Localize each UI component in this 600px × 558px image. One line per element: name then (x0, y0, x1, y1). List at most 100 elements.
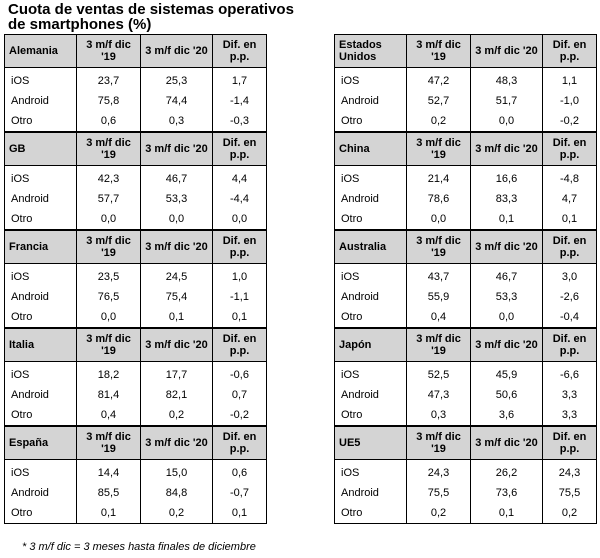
table-row: Otro 0,0 0,1 0,1 (334, 209, 597, 230)
table-row: iOS 23,7 25,3 1,7 (4, 67, 267, 91)
row-label: Android (4, 385, 77, 405)
row-label: Otro (334, 111, 407, 132)
value-cell: -0,7 (212, 483, 267, 503)
value-cell: 0,1 (212, 503, 267, 524)
column-header-col1: 3 m/f dic '19 (76, 34, 141, 68)
country-table-australia: Australia 3 m/f dic '19 3 m/f dic '20 Dif. … (334, 230, 597, 328)
value-cell: 82,1 (140, 385, 213, 405)
header-row: Italia 3 m/f dic '19 3 m/f dic '20 Dif. en … (4, 328, 267, 362)
value-cell: 0,0 (470, 111, 543, 132)
row-label: Otro (4, 111, 77, 132)
value-cell: -4,4 (212, 189, 267, 209)
value-cell: -2,6 (542, 287, 597, 307)
value-cell: 23,5 (76, 263, 141, 287)
country-name: Japón (334, 328, 407, 362)
value-cell: 73,6 (470, 483, 543, 503)
country-name: China (334, 132, 407, 166)
value-cell: 1,7 (212, 67, 267, 91)
row-label: Otro (4, 209, 77, 230)
value-cell: -0,4 (542, 307, 597, 328)
value-cell: 15,0 (140, 459, 213, 483)
row-label: Otro (334, 307, 407, 328)
column-header-col3: Dif. en p.p. (542, 34, 597, 68)
value-cell: 26,2 (470, 459, 543, 483)
value-cell: 75,4 (140, 287, 213, 307)
value-cell: 0,2 (542, 503, 597, 524)
row-label: iOS (4, 361, 77, 385)
value-cell: 75,5 (542, 483, 597, 503)
value-cell: 0,0 (76, 307, 141, 328)
value-cell: 18,2 (76, 361, 141, 385)
table-row: Otro 0,0 0,1 0,1 (4, 307, 267, 328)
table-row: Otro 0,1 0,2 0,1 (4, 503, 267, 524)
column-header-col1: 3 m/f dic '19 (406, 230, 471, 264)
header-row: Japón 3 m/f dic '19 3 m/f dic '20 Dif. en p… (334, 328, 597, 362)
country-table-china: China 3 m/f dic '19 3 m/f dic '20 Dif. en p… (334, 132, 597, 230)
table-row: Otro 0,4 0,0 -0,4 (334, 307, 597, 328)
country-table-ue5: UE5 3 m/f dic '19 3 m/f dic '20 Dif. en p.p… (334, 426, 597, 524)
table-row: Otro 0,4 0,2 -0,2 (4, 405, 267, 426)
left-column: Alemania 3 m/f dic '19 3 m/f dic '20 Dif. e… (4, 34, 267, 524)
row-label: iOS (334, 361, 407, 385)
column-header-col1: 3 m/f dic '19 (76, 328, 141, 362)
column-header-col3: Dif. en p.p. (542, 132, 597, 166)
value-cell: 0,2 (140, 503, 213, 524)
column-header-col2: 3 m/f dic '20 (140, 328, 213, 362)
country-name: España (4, 426, 77, 460)
value-cell: 43,7 (406, 263, 471, 287)
page-title: Cuota de ventas de sistemas operativos d… (8, 1, 294, 33)
row-label: Android (334, 287, 407, 307)
value-cell: 50,6 (470, 385, 543, 405)
row-label: iOS (334, 459, 407, 483)
country-name: Italia (4, 328, 77, 362)
value-cell: 3,3 (542, 385, 597, 405)
row-label: Android (334, 189, 407, 209)
row-label: Android (334, 483, 407, 503)
row-label: Otro (334, 209, 407, 230)
value-cell: 1,0 (212, 263, 267, 287)
value-cell: 75,5 (406, 483, 471, 503)
value-cell: 52,5 (406, 361, 471, 385)
country-table-estados-unidos: Estados Unidos 3 m/f dic '19 3 m/f dic '20… (334, 34, 597, 132)
row-label: Otro (334, 405, 407, 426)
value-cell: 3,3 (542, 405, 597, 426)
value-cell: -0,2 (542, 111, 597, 132)
value-cell: 0,3 (406, 405, 471, 426)
value-cell: 48,3 (470, 67, 543, 91)
value-cell: 21,4 (406, 165, 471, 189)
value-cell: 78,6 (406, 189, 471, 209)
table-row: iOS 43,7 46,7 3,0 (334, 263, 597, 287)
table-row: Android 81,4 82,1 0,7 (4, 385, 267, 405)
value-cell: 0,6 (76, 111, 141, 132)
column-header-col1: 3 m/f dic '19 (406, 132, 471, 166)
column-header-col2: 3 m/f dic '20 (140, 426, 213, 460)
country-name: GB (4, 132, 77, 166)
value-cell: -1,1 (212, 287, 267, 307)
value-cell: 0,0 (140, 209, 213, 230)
country-name: UE5 (334, 426, 407, 460)
value-cell: 0,1 (470, 209, 543, 230)
value-cell: 0,0 (406, 209, 471, 230)
row-label: iOS (334, 263, 407, 287)
value-cell: 85,5 (76, 483, 141, 503)
value-cell: 0,0 (76, 209, 141, 230)
column-header-col2: 3 m/f dic '20 (470, 230, 543, 264)
row-label: Otro (4, 503, 77, 524)
value-cell: 53,3 (140, 189, 213, 209)
table-row: Android 52,7 51,7 -1,0 (334, 91, 597, 111)
value-cell: 75,8 (76, 91, 141, 111)
column-header-col3: Dif. en p.p. (212, 426, 267, 460)
table-row: Android 47,3 50,6 3,3 (334, 385, 597, 405)
value-cell: 0,1 (140, 307, 213, 328)
row-label: iOS (334, 165, 407, 189)
value-cell: 55,9 (406, 287, 471, 307)
value-cell: 0,0 (470, 307, 543, 328)
table-row: Android 78,6 83,3 4,7 (334, 189, 597, 209)
row-label: Android (334, 91, 407, 111)
value-cell: 47,3 (406, 385, 471, 405)
country-name: Estados Unidos (334, 34, 407, 68)
column-header-col1: 3 m/f dic '19 (76, 132, 141, 166)
value-cell: 17,7 (140, 361, 213, 385)
column-header-col2: 3 m/f dic '20 (470, 426, 543, 460)
value-cell: 0,2 (406, 111, 471, 132)
